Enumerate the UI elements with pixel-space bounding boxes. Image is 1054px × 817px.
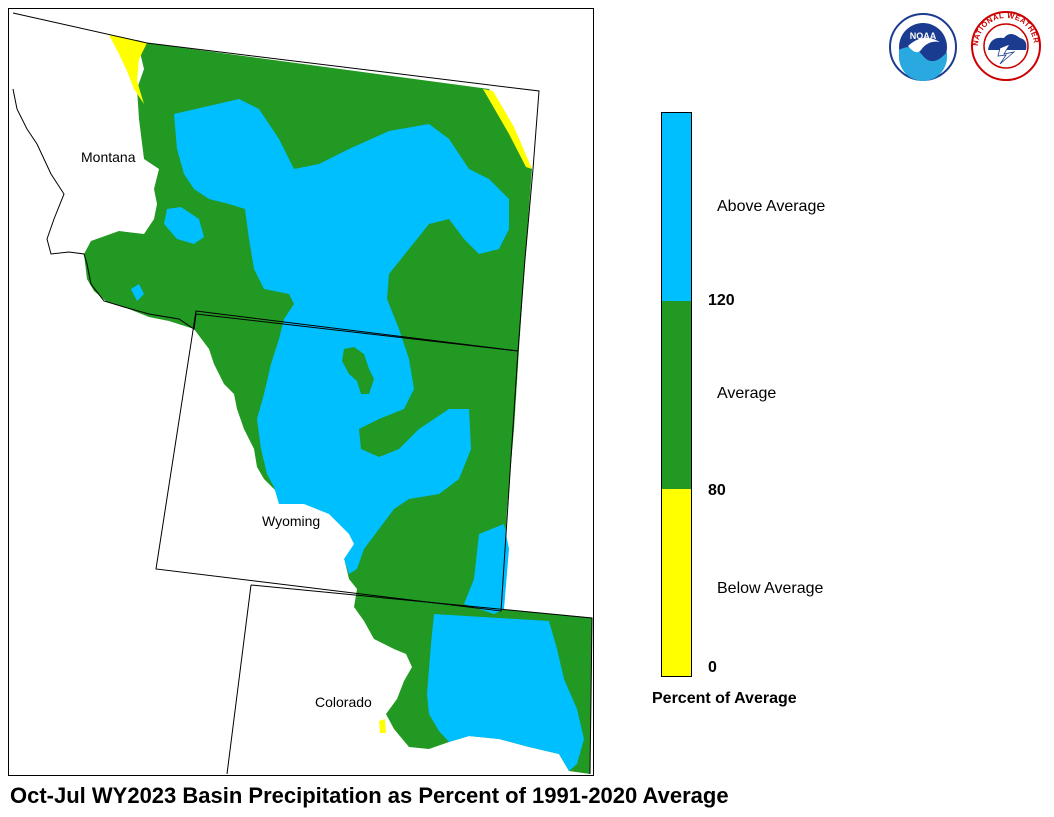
below-precip-region-nw — [109, 35, 147, 104]
legend-label-above: Above Average — [717, 198, 826, 215]
above-precip-region-colorado — [427, 614, 584, 771]
state-label-colorado: Colorado — [315, 694, 372, 710]
above-precip-spot-3 — [464, 524, 509, 614]
map-canvas — [12, 12, 593, 775]
above-precip-spot-2 — [131, 284, 144, 301]
legend-label-below: Below Average — [717, 580, 824, 597]
montana-boundary — [12, 12, 540, 352]
above-precip-spot-1 — [164, 207, 204, 244]
legend-title: Percent of Average — [652, 690, 797, 707]
average-precip-island — [342, 347, 374, 394]
noaa-logo-text: NOAA — [910, 31, 937, 41]
legend-swatch-average — [662, 301, 691, 489]
legend-tick-80: 80 — [708, 482, 726, 499]
colorado-boundary — [226, 584, 593, 775]
wyoming-boundary — [155, 310, 519, 612]
state-label-wyoming: Wyoming — [262, 513, 321, 529]
legend-color-bar — [661, 112, 692, 677]
below-precip-spot-co — [379, 719, 386, 733]
map-title: Oct-Jul WY2023 Basin Precipitation as Pe… — [10, 783, 729, 808]
state-label-montana: Montana — [81, 149, 136, 165]
basin-map: Montana Wyoming Colorado — [8, 8, 594, 776]
legend-label-average: Average — [717, 385, 777, 402]
noaa-logo: NOAA — [889, 13, 957, 81]
nws-logo: NATIONAL WEATHER SERVICE — [970, 10, 1041, 81]
below-precip-region-ne — [483, 89, 532, 169]
legend-tick-0: 0 — [708, 659, 717, 676]
legend-swatch-above — [662, 113, 691, 301]
legend-swatch-below — [662, 489, 691, 676]
legend-tick-120: 120 — [708, 292, 735, 309]
above-precip-region-main — [174, 99, 509, 574]
